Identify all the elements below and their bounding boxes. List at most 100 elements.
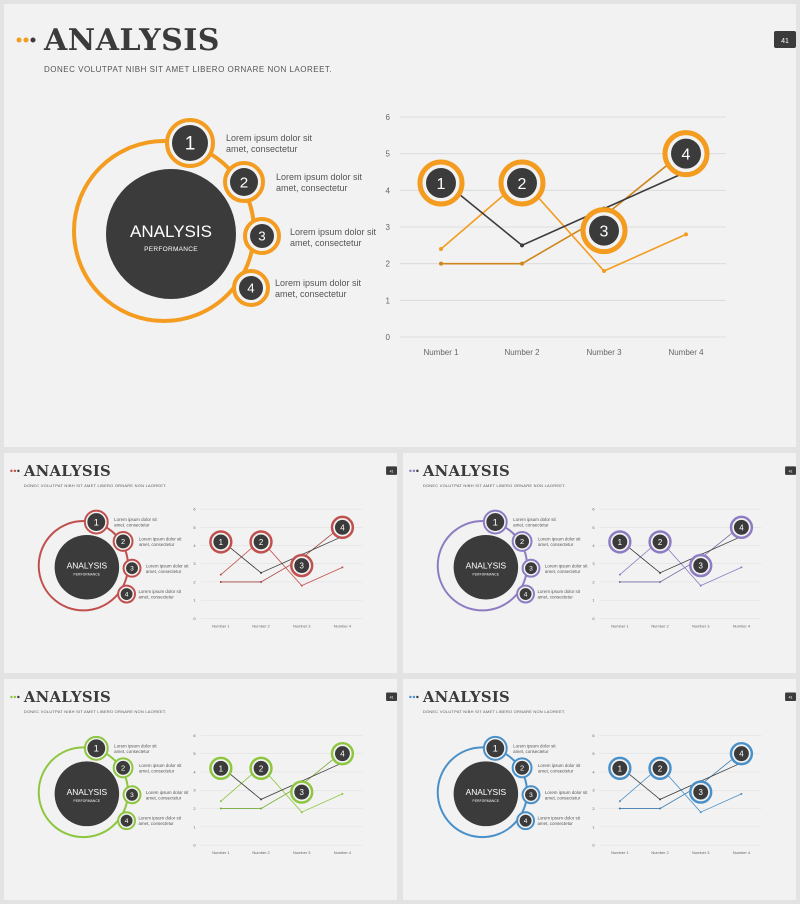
x-tick-label: Number 2: [252, 850, 269, 855]
chart-marker: [213, 760, 229, 776]
title-dot-icon: [10, 695, 13, 699]
page-number: 41: [789, 469, 793, 473]
x-tick-label: Number 2: [252, 623, 269, 628]
x-tick-label: Number 1: [611, 850, 629, 855]
step-text-line1: Lorem ipsum dolor sit: [138, 816, 181, 821]
center-circle: [54, 534, 120, 600]
step-number: 4: [247, 281, 254, 296]
center-circle: [54, 761, 120, 827]
y-tick-label: 6: [592, 733, 595, 738]
slide-canvas: ANALYSIS DONEC VOLUTPAT NIBH SIT AMET LIB…: [16, 23, 796, 357]
y-tick-label: 3: [592, 561, 595, 566]
series-line: [220, 751, 343, 809]
data-point: [618, 580, 621, 583]
data-point: [659, 580, 662, 583]
step-number: 2: [520, 763, 524, 772]
step-text-line2: amet, consectetur: [290, 238, 362, 248]
step-text-line2: amet, consectetur: [139, 768, 175, 773]
y-tick-label: 4: [386, 186, 391, 195]
y-tick-label: 2: [592, 579, 594, 584]
x-tick-label: Number 3: [692, 623, 710, 628]
title-dot-icon: [23, 37, 29, 43]
data-point: [618, 573, 621, 576]
page-number: 41: [781, 38, 789, 45]
series-line: [440, 178, 687, 272]
data-point: [219, 580, 222, 583]
page-number-badge: [774, 31, 796, 48]
step-badge: [230, 168, 258, 196]
step-text-line2: amet, consectetur: [146, 796, 182, 801]
step-number: 3: [130, 566, 134, 573]
step-number: 2: [121, 537, 125, 546]
data-point: [699, 811, 702, 814]
step-text-line2: amet, consectetur: [114, 749, 150, 754]
data-point: [300, 584, 303, 587]
step-badge: [250, 224, 274, 248]
chart-marker-label: 2: [259, 764, 264, 773]
page-number-badge: [785, 692, 796, 701]
red-variant-slide: ANALYSIS DONEC VOLUTPAT NIBH SIT AMET LIB…: [4, 453, 397, 673]
step-text-line1: Lorem ipsum dolor sit: [146, 564, 189, 569]
step-text-line2: amet, consectetur: [146, 569, 182, 574]
series-line: [619, 536, 742, 574]
chart-marker: [334, 519, 350, 535]
slide-canvas: ANALYSIS DONEC VOLUTPAT NIBH SIT AMET LIB…: [409, 462, 796, 628]
center-title: ANALYSIS: [466, 787, 507, 797]
page-subtitle: DONEC VOLUTPAT NIBH SIT AMET LIBERO ORNA…: [24, 483, 167, 488]
series-line: [619, 525, 742, 583]
step-badge: [172, 125, 208, 161]
data-point: [260, 807, 263, 810]
step-badge: [126, 562, 138, 575]
step-text-line1: Lorem ipsum dolor sit: [114, 743, 157, 748]
step-badge: [525, 562, 537, 575]
y-tick-label: 1: [193, 824, 196, 829]
data-point: [602, 269, 606, 273]
series-line: [220, 539, 343, 587]
step-number: 2: [520, 537, 524, 546]
step-text-line1: Lorem ipsum dolor sit: [545, 564, 588, 569]
step-badge: [87, 739, 106, 758]
slide-canvas: ANALYSIS DONEC VOLUTPAT NIBH SIT AMET LIB…: [10, 688, 397, 855]
series-line: [440, 171, 687, 247]
x-tick-label: Number 2: [651, 850, 668, 855]
page-title: ANALYSIS: [43, 23, 220, 58]
y-tick-label: 0: [592, 843, 595, 848]
step-text-line2: amet, consectetur: [226, 144, 298, 154]
chart-marker: [507, 168, 537, 198]
y-tick-label: 0: [386, 333, 391, 342]
slide-canvas: ANALYSIS DONEC VOLUTPAT NIBH SIT AMET LIB…: [409, 688, 796, 855]
step-number: 4: [524, 591, 528, 598]
step-number: 4: [125, 591, 129, 598]
step-number: 3: [258, 229, 265, 244]
data-point: [341, 792, 344, 795]
y-tick-label: 3: [193, 561, 196, 566]
y-tick-label: 1: [592, 598, 595, 603]
center-subtitle: PERFORMANCE: [144, 246, 198, 253]
line-chart: 0 1 2 3 4 5 6 Number 1 Number 2 Number 3 Number 4 1…: [193, 733, 363, 855]
step-number: 1: [493, 516, 498, 527]
title-dot-icon: [17, 695, 20, 699]
x-tick-label: Number 4: [733, 623, 751, 628]
y-tick-label: 1: [386, 296, 391, 305]
title-dot-icon: [416, 469, 419, 473]
step-text-line1: Lorem ipsum dolor sit: [538, 536, 581, 541]
step-badge: [486, 739, 505, 758]
step-number: 1: [94, 744, 99, 755]
step-number: 3: [529, 792, 533, 799]
chart-marker-label: 4: [682, 147, 691, 164]
chart-marker: [671, 138, 701, 169]
step-text-line1: Lorem ipsum dolor sit: [513, 517, 556, 522]
title-dot-icon: [17, 469, 20, 473]
title-dot-icon: [409, 695, 412, 699]
title-dot-icon: [16, 37, 22, 43]
page-subtitle: DONEC VOLUTPAT NIBH SIT AMET LIBERO ORNA…: [423, 483, 566, 488]
step-text-line2: amet, consectetur: [537, 595, 573, 600]
data-point: [219, 573, 222, 576]
step-number: 4: [524, 818, 528, 825]
y-tick-label: 4: [592, 543, 595, 548]
title-dot-icon: [13, 695, 17, 699]
chart-marker-label: 1: [618, 764, 623, 773]
y-tick-label: 0: [592, 616, 595, 621]
step-text-line1: Lorem ipsum dolor sit: [138, 589, 181, 594]
chart-marker: [294, 558, 310, 574]
